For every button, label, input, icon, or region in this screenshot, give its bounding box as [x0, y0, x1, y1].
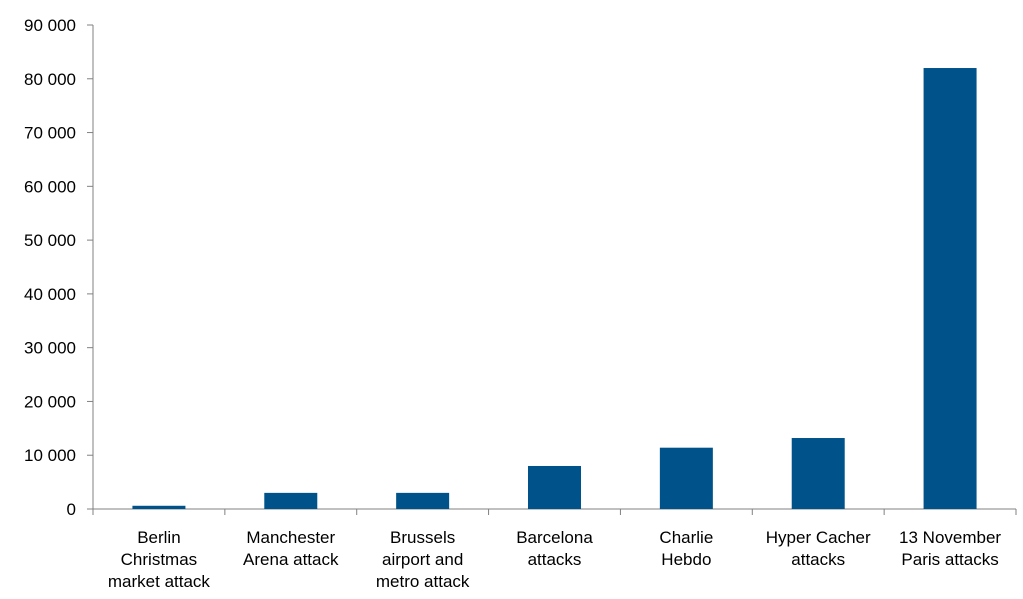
- x-tick-label-line: Manchester: [246, 528, 335, 547]
- x-tick-label-line: Hyper Cacher: [766, 528, 871, 547]
- x-tick-label-line: Berlin: [137, 528, 180, 547]
- labels: 0 10 000 20 000 30 000 40 000 50 000 60 000 70 …: [24, 16, 1001, 591]
- bar: [264, 492, 318, 509]
- bar: [396, 492, 450, 509]
- x-tick-label-line: Arena attack: [243, 550, 339, 569]
- y-tick-label: 60 000: [24, 177, 76, 196]
- y-tick-label: 30 000: [24, 339, 76, 358]
- x-tick-label: 13 November Paris attacks: [899, 528, 1001, 569]
- bar: [132, 505, 186, 509]
- y-tick-label: 40 000: [24, 285, 76, 304]
- y-tick-label: 20 000: [24, 392, 76, 411]
- y-tick-label: 80 000: [24, 70, 76, 89]
- x-tick-label-line: Hebdo: [661, 550, 711, 569]
- axes: [87, 24, 1017, 515]
- x-tick-label-line: Charlie: [659, 528, 713, 547]
- x-tick-label-line: attacks: [791, 550, 845, 569]
- x-tick-label-line: Brussels: [390, 528, 455, 547]
- bar: [791, 438, 845, 509]
- x-tick-label-line: Paris attacks: [901, 550, 998, 569]
- y-tick-label: 10 000: [24, 446, 76, 465]
- x-tick-label: Charlie Hebdo: [659, 528, 713, 569]
- x-tick-label-line: 13 November: [899, 528, 1001, 547]
- y-tick-label: 0: [67, 500, 76, 519]
- x-tick-label: Manchester Arena attack: [243, 528, 339, 569]
- x-tick-label: Berlin Christmas market attack: [108, 528, 211, 591]
- x-tick-label: Hyper Cacher attacks: [766, 528, 871, 569]
- y-tick-label: 70 000: [24, 124, 76, 143]
- bar: [923, 68, 977, 510]
- x-tick-label: Barcelona attacks: [516, 528, 593, 569]
- y-tick-label: 90 000: [24, 16, 76, 35]
- x-tick-label-line: airport and: [382, 550, 463, 569]
- bar: [659, 447, 713, 509]
- x-tick-label-line: attacks: [528, 550, 582, 569]
- y-tick-label: 50 000: [24, 231, 76, 250]
- x-tick-label-line: metro attack: [376, 572, 470, 591]
- x-tick-label: Brussels airport and metro attack: [376, 528, 470, 591]
- x-tick-label-line: Barcelona: [516, 528, 593, 547]
- bars: [132, 68, 977, 510]
- x-tick-label-line: market attack: [108, 572, 211, 591]
- x-tick-label-line: Christmas: [121, 550, 198, 569]
- bar: [528, 465, 581, 509]
